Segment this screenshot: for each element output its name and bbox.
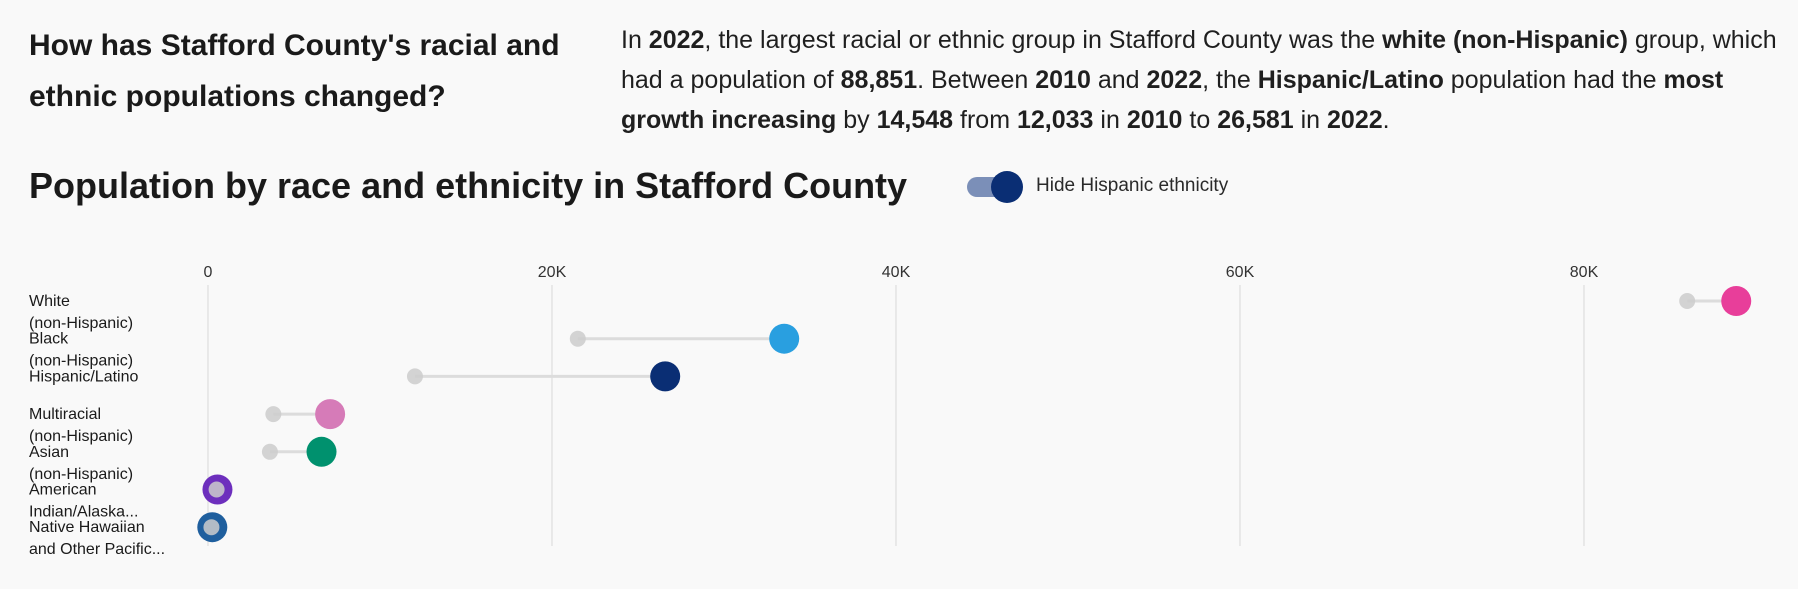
x-tick-label: 40K	[882, 264, 911, 281]
dot-2010	[1679, 293, 1696, 309]
summary-text: , the largest racial or ethnic group in …	[704, 26, 1383, 54]
x-tick-label: 60K	[1226, 264, 1255, 281]
summary-text: population had the	[1443, 66, 1664, 94]
summary-highlight: Hispanic/Latino	[1257, 66, 1444, 94]
chart-title: Population by race and ethnicity in Staf…	[29, 165, 908, 206]
category-label: American	[29, 482, 97, 499]
toggle-label: Hide Hispanic ethnicity	[1036, 175, 1229, 196]
summary-text: in	[1293, 106, 1328, 134]
dot-2010	[569, 330, 586, 347]
category-label: Indian/Alaska...	[29, 504, 138, 521]
summary-highlight: 2022	[648, 26, 705, 54]
category-label: (non-Hispanic)	[29, 353, 133, 370]
summary-highlight: most growth increasing	[621, 66, 1724, 134]
summary-text: by	[836, 106, 877, 134]
dot-2010	[261, 443, 278, 460]
category-label: (non-Hispanic)	[29, 315, 133, 332]
category-label: White	[29, 293, 70, 310]
summary-highlight: 2022	[1146, 66, 1203, 94]
summary-text: , the	[1202, 66, 1258, 94]
dot-2022	[1721, 286, 1752, 316]
category-label: (non-Hispanic)	[29, 466, 133, 483]
x-tick-label: 0	[204, 264, 213, 281]
summary-paragraph: In 2022, the largest racial or ethnic gr…	[621, 20, 1781, 140]
question-line-1: How has Stafford County's racial and	[29, 29, 560, 62]
summary-text: from	[953, 106, 1017, 134]
category-label: Native Hawaiian	[29, 519, 145, 536]
summary-text: In	[621, 26, 649, 54]
summary-highlight: 88,851	[840, 66, 918, 94]
hide-hispanic-toggle[interactable]	[965, 168, 1023, 206]
toggle-knob	[991, 171, 1023, 203]
question-line-2: ethnic populations changed?	[29, 80, 446, 113]
summary-text: and	[1090, 66, 1147, 94]
summary-text: . Between	[917, 66, 1036, 94]
summary-highlight: 12,033	[1016, 106, 1094, 134]
summary-highlight: 2022	[1327, 106, 1383, 134]
x-tick-label: 20K	[538, 264, 567, 281]
category-label: Hispanic/Latino	[29, 368, 139, 385]
category-label: Asian	[29, 444, 69, 461]
dot-2022	[315, 399, 346, 430]
summary-highlight: 2010	[1126, 106, 1183, 134]
summary-highlight: white (non-Hispanic)	[1382, 26, 1628, 54]
summary-text: .	[1382, 106, 1390, 134]
dot-2022	[650, 361, 681, 392]
x-tick-label: 80K	[1570, 264, 1599, 281]
dot-2010	[406, 368, 423, 385]
dot-2010	[265, 406, 282, 423]
dot-2022	[769, 323, 800, 354]
category-label: Multiracial	[29, 406, 101, 423]
summary-text: group, which had a population of	[621, 26, 1777, 94]
summary-highlight: 14,548	[876, 106, 954, 134]
category-label: (non-Hispanic)	[29, 428, 133, 445]
summary-text: in	[1093, 106, 1127, 134]
dot-2010	[203, 519, 220, 536]
page-question: How has Stafford County's racial and eth…	[29, 20, 589, 122]
summary-highlight: 2010	[1035, 66, 1091, 94]
dot-2022	[306, 436, 337, 467]
category-label: Black	[29, 331, 69, 348]
dot-2010	[208, 481, 225, 498]
category-label: and Other Pacific...	[29, 541, 165, 558]
summary-highlight: 26,581	[1217, 106, 1294, 134]
summary-text: to	[1182, 106, 1218, 134]
